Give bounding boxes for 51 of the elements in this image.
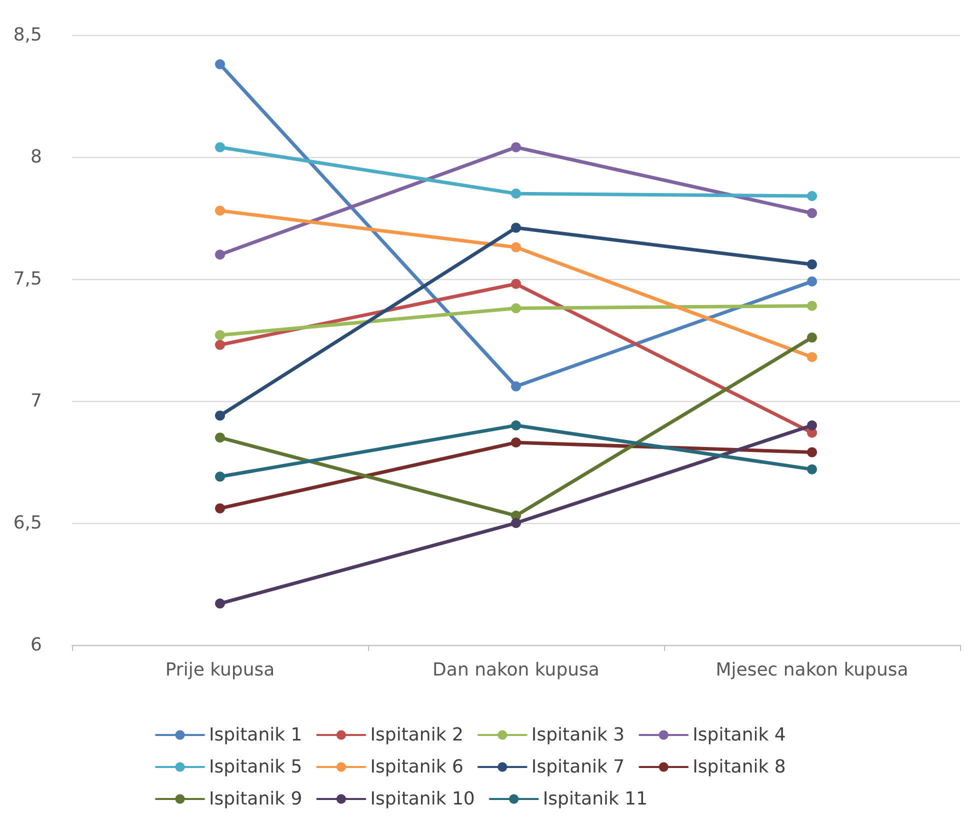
y-tick-label: 8,5 <box>13 24 42 46</box>
legend-label: Ispitanik 8 <box>692 756 786 778</box>
legend-label: Ispitanik 11 <box>542 788 648 810</box>
point <box>807 259 817 270</box>
point <box>807 447 817 458</box>
point <box>511 278 521 289</box>
point <box>511 381 521 392</box>
legend-label: Ispitanik 1 <box>209 724 302 746</box>
point <box>215 472 225 482</box>
legend-label: Ispitanik 10 <box>370 788 475 810</box>
point <box>807 300 817 311</box>
legend-label: Ispitanik 6 <box>370 756 464 778</box>
point <box>511 188 521 199</box>
point <box>511 437 521 448</box>
point <box>215 598 225 609</box>
x-tick-label: Dan nakon kupusa <box>432 660 600 680</box>
point <box>215 340 225 350</box>
point <box>215 432 225 443</box>
point <box>807 332 817 343</box>
y-tick-label: 6 <box>30 634 42 656</box>
point <box>807 464 817 474</box>
point <box>511 518 521 528</box>
legend-label: Ispitanik 3 <box>531 724 625 746</box>
point <box>215 206 225 216</box>
point <box>807 191 817 202</box>
legend-label: Ispitanik 4 <box>692 724 786 746</box>
point <box>511 303 521 314</box>
point <box>511 420 521 430</box>
point <box>215 330 225 340</box>
point <box>807 276 817 286</box>
legend-label: Ispitanik 9 <box>209 788 302 810</box>
point <box>511 222 521 233</box>
point <box>215 142 225 152</box>
point <box>215 410 225 421</box>
legend-label: Ispitanik 7 <box>531 756 625 778</box>
y-tick-label: 8 <box>30 146 42 168</box>
point <box>215 59 225 70</box>
legend-label: Ispitanik 2 <box>370 724 464 746</box>
point <box>215 503 225 514</box>
point <box>807 420 817 430</box>
y-tick-label: 7,5 <box>13 268 42 290</box>
x-tick-label: Prije kupusa <box>165 660 275 680</box>
y-tick-label: 6,5 <box>13 512 42 534</box>
point <box>511 242 521 252</box>
y-tick-label: 7 <box>30 390 42 412</box>
point <box>807 208 817 218</box>
x-tick-label: Mjesec nakon kupusa <box>716 660 908 680</box>
point <box>511 142 521 152</box>
point <box>215 250 225 260</box>
legend-label: Ispitanik 5 <box>209 756 302 778</box>
point <box>807 352 817 362</box>
